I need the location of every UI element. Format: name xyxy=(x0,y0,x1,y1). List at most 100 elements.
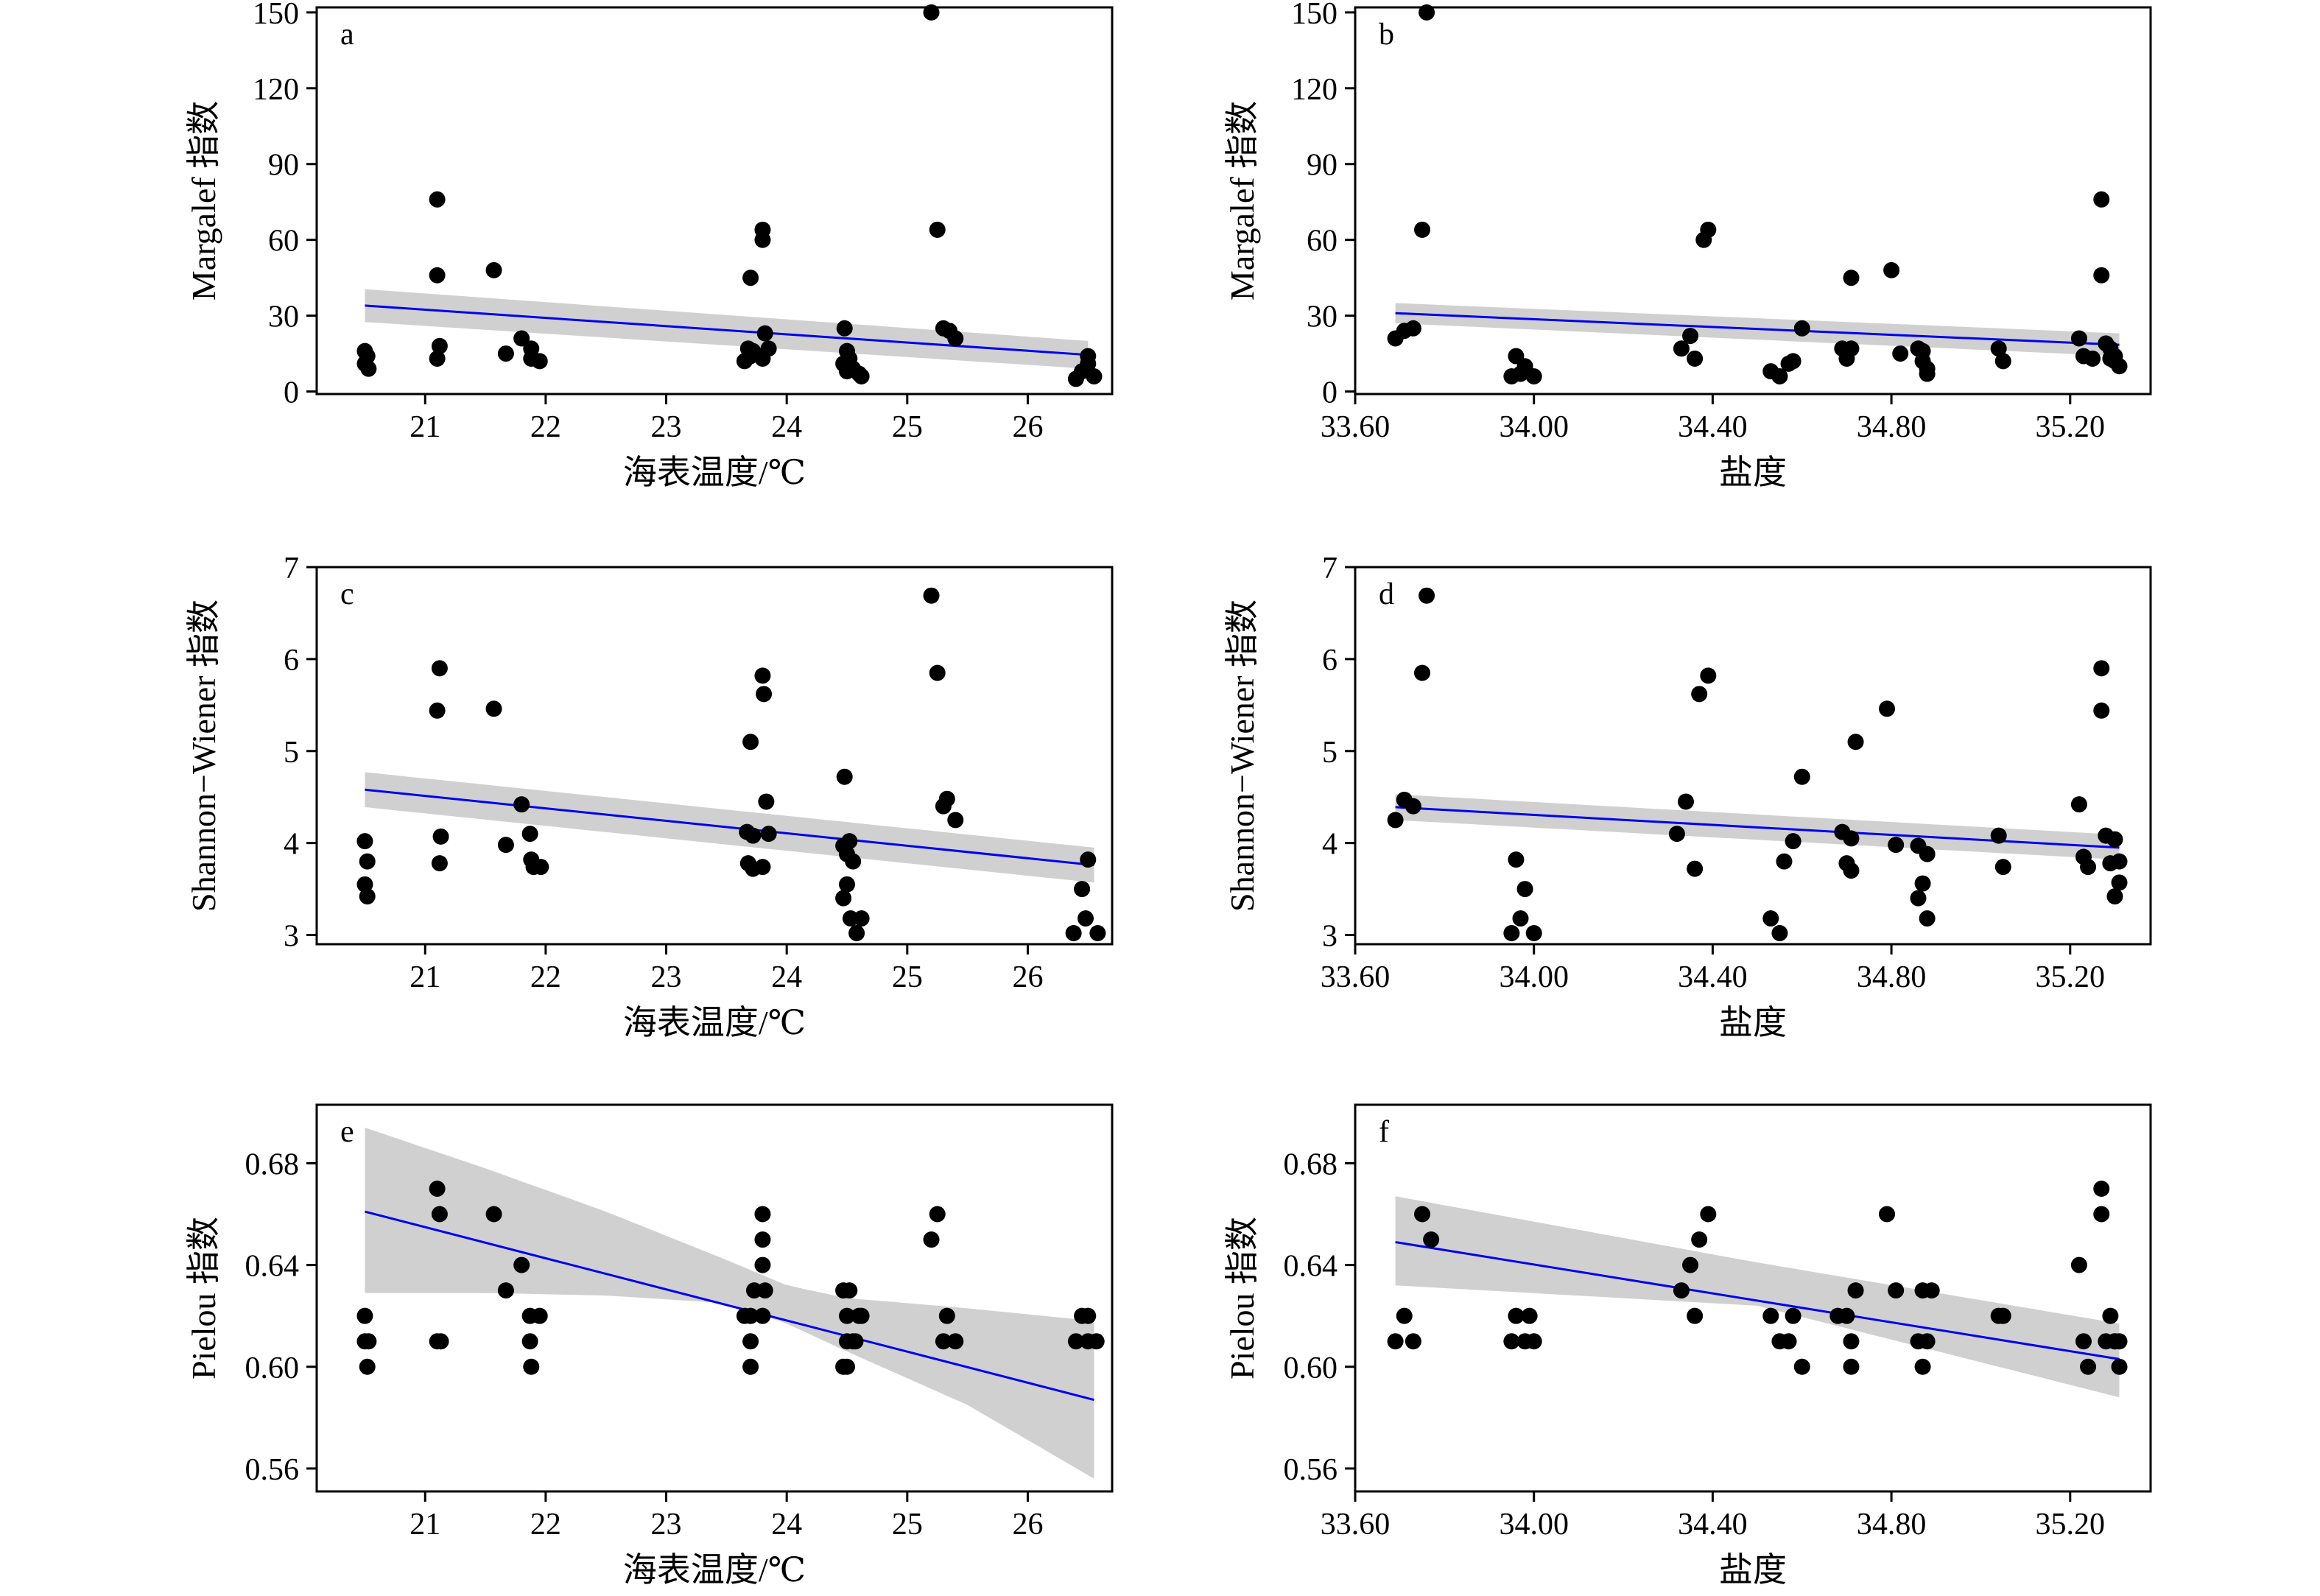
data-point xyxy=(1067,1333,1084,1350)
y-axis-title: Pielou 指数 xyxy=(1223,1217,1261,1379)
data-point xyxy=(836,768,853,785)
x-tick-label: 26 xyxy=(1012,410,1043,444)
data-point xyxy=(1888,1282,1905,1299)
data-point xyxy=(356,833,373,850)
data-point xyxy=(938,1307,955,1324)
y-tick-label: 120 xyxy=(253,73,299,107)
x-axis-title: 盐度 xyxy=(1719,1004,1787,1041)
data-point xyxy=(1673,1282,1690,1299)
y-tick-label: 3 xyxy=(284,920,299,954)
x-axis-title: 海表温度/℃ xyxy=(623,454,806,491)
data-point xyxy=(758,793,775,810)
data-point xyxy=(359,888,376,905)
data-point xyxy=(841,1282,858,1299)
data-point xyxy=(1994,859,2011,876)
data-point xyxy=(513,1256,530,1273)
data-point xyxy=(1990,340,2007,357)
data-point xyxy=(754,1206,771,1223)
y-axis-title: Pielou 指数 xyxy=(185,1217,222,1379)
x-tick-label: 24 xyxy=(771,960,802,994)
data-point xyxy=(1414,221,1431,238)
data-point xyxy=(513,330,530,347)
data-point xyxy=(1396,1307,1413,1324)
data-point xyxy=(1414,1206,1431,1223)
data-point xyxy=(359,853,376,870)
x-tick-label: 34.80 xyxy=(1857,1508,1927,1541)
x-axis-title: 盐度 xyxy=(1719,454,1787,491)
x-tick-label: 22 xyxy=(530,1508,561,1541)
data-point xyxy=(836,320,853,337)
data-point xyxy=(1080,355,1097,372)
y-tick-label: 5 xyxy=(1322,736,1337,770)
x-tick-label: 21 xyxy=(409,1508,440,1541)
data-point xyxy=(497,345,514,362)
data-point xyxy=(923,587,940,604)
data-point xyxy=(2106,888,2123,905)
data-point xyxy=(1994,1307,2011,1324)
data-point xyxy=(929,664,946,681)
data-point xyxy=(1793,320,1810,337)
data-point xyxy=(1843,270,1860,286)
y-tick-label: 60 xyxy=(1307,225,1337,259)
data-point xyxy=(1078,910,1094,927)
data-point xyxy=(754,231,771,248)
data-point xyxy=(2093,702,2110,719)
data-point xyxy=(1910,890,1927,907)
data-point xyxy=(1793,1358,1810,1375)
panel-frame xyxy=(1354,566,2152,946)
data-point xyxy=(736,353,753,370)
data-point xyxy=(754,1231,771,1248)
data-point xyxy=(531,1307,548,1324)
data-point xyxy=(1503,1333,1520,1350)
data-point xyxy=(1682,1256,1699,1273)
data-point xyxy=(485,261,502,278)
x-tick-label: 26 xyxy=(1012,1508,1043,1541)
panel-frame xyxy=(315,1103,1114,1493)
y-tick-label: 4 xyxy=(284,828,299,862)
y-tick-label: 0 xyxy=(284,376,299,410)
x-axis-title: 盐度 xyxy=(1719,1551,1787,1589)
data-point xyxy=(2070,330,2087,347)
regression-line xyxy=(1395,312,2120,346)
data-point xyxy=(1879,1206,1896,1223)
data-point xyxy=(760,826,777,843)
data-point xyxy=(923,1231,940,1248)
y-tick-label: 30 xyxy=(268,300,299,334)
x-tick-label: 34.40 xyxy=(1678,1508,1748,1541)
chart-panel-d: 33.60 34.00 34.40 34.80 35.20 3 4 5 6 7 d 盐度 Shannon… xyxy=(1223,552,2152,1041)
confidence-band xyxy=(365,1128,1094,1479)
data-point xyxy=(497,1282,514,1299)
data-point xyxy=(756,686,773,703)
data-point xyxy=(1088,1333,1105,1350)
regression-line xyxy=(365,1210,1094,1402)
data-point xyxy=(1065,925,1082,942)
panel-frame xyxy=(1354,1103,2152,1493)
panel-frame xyxy=(315,6,1114,396)
data-point xyxy=(1700,221,1717,238)
x-tick-label: 35.20 xyxy=(2036,410,2106,444)
data-point xyxy=(1525,1333,1542,1350)
data-point xyxy=(1785,833,1801,850)
data-point xyxy=(1516,881,1533,898)
panel-letter: f xyxy=(1379,1115,1389,1149)
data-point xyxy=(1843,1333,1860,1350)
data-point xyxy=(1508,1307,1525,1324)
y-tick-label: 120 xyxy=(1291,73,1337,107)
x-axis-title: 海表温度/℃ xyxy=(623,1551,806,1589)
data-point xyxy=(754,667,771,684)
data-point xyxy=(1687,350,1704,367)
data-point xyxy=(2111,1333,2128,1350)
data-point xyxy=(742,734,759,750)
data-point xyxy=(1405,320,1421,337)
data-point xyxy=(2111,853,2128,870)
y-tick-label: 0.68 xyxy=(245,1147,300,1181)
data-point xyxy=(1080,1307,1097,1324)
data-point xyxy=(532,859,549,876)
y-tick-label: 0.68 xyxy=(1284,1147,1338,1181)
data-point xyxy=(839,876,855,893)
data-point xyxy=(1776,853,1793,870)
y-tick-label: 0.64 xyxy=(245,1250,300,1284)
chart-panel-c: 21 22 23 24 25 26 3 4 5 6 7 c 海表温度/℃ Shannon−Wiener 指… xyxy=(185,552,1114,1041)
data-point xyxy=(2080,859,2097,876)
data-point xyxy=(1387,812,1404,829)
